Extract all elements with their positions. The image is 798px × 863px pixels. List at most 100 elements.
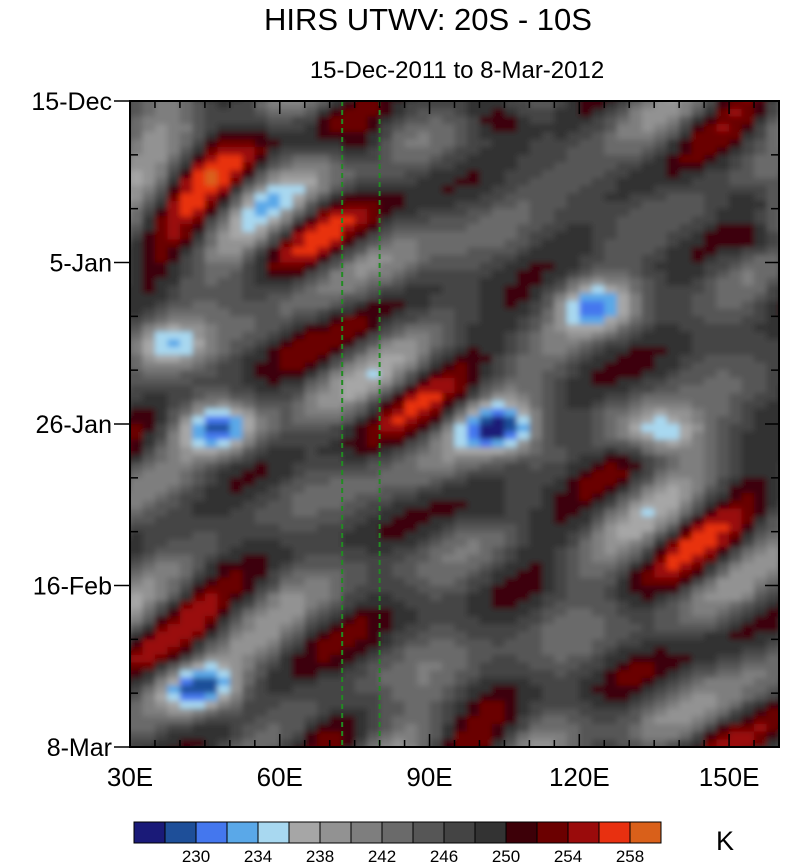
heatmap-cell (279, 470, 294, 479)
heatmap-cell (379, 600, 393, 610)
heatmap-cell (204, 331, 219, 341)
heatmap-cell (379, 470, 393, 479)
heatmap-cell (566, 539, 581, 548)
heatmap-cell (304, 524, 318, 533)
heatmap-cell (417, 516, 431, 525)
heatmap-cell (367, 393, 381, 402)
heatmap-cell (616, 231, 631, 241)
heatmap-cell (142, 224, 156, 233)
heatmap-cell (130, 493, 131, 502)
heatmap-cell (504, 285, 518, 295)
heatmap-cell (379, 624, 393, 633)
heatmap-cell (766, 593, 779, 602)
heatmap-cell (130, 454, 144, 464)
heatmap-cell (716, 231, 730, 241)
heatmap-cell (342, 608, 356, 618)
heatmap-cell (616, 224, 631, 233)
heatmap-cell (392, 654, 406, 664)
heatmap-cell (604, 185, 618, 195)
heatmap-cell (279, 208, 294, 218)
heatmap-cell (679, 116, 693, 125)
heatmap-cell (254, 477, 269, 487)
heatmap-cell (479, 647, 493, 656)
heatmap-cell (554, 493, 568, 502)
heatmap-cell (329, 500, 343, 510)
heatmap-cell (329, 524, 343, 533)
heatmap-cell (354, 608, 368, 618)
heatmap-cell (217, 677, 231, 687)
heatmap-cell (454, 170, 468, 179)
heatmap-cell (254, 170, 269, 179)
heatmap-cell (142, 693, 156, 702)
heatmap-cell (254, 262, 269, 271)
heatmap-cell (392, 639, 406, 648)
heatmap-cell (792, 709, 798, 718)
heatmap-cell (379, 462, 393, 471)
heatmap-cell (242, 639, 256, 648)
heatmap-cell (392, 162, 406, 171)
heatmap-cell (155, 554, 169, 564)
heatmap-cell (342, 247, 356, 256)
heatmap-cell (504, 339, 518, 348)
heatmap-cell (729, 700, 743, 710)
heatmap-cell (641, 531, 655, 541)
heatmap-cell (342, 239, 356, 248)
heatmap-cell (654, 308, 668, 318)
heatmap-cell (654, 755, 667, 764)
heatmap-cell (367, 347, 381, 356)
heatmap-cell (579, 324, 593, 333)
heatmap-cell (516, 600, 531, 610)
heatmap-cell (554, 208, 568, 218)
heatmap-cell (267, 508, 281, 518)
heatmap-cell (516, 316, 531, 325)
heatmap-cell (179, 739, 194, 747)
heatmap-cell (691, 639, 705, 648)
heatmap-cell (591, 739, 606, 747)
heatmap-cell (467, 339, 481, 348)
heatmap-cell (541, 270, 556, 279)
heatmap-cell (429, 593, 443, 602)
heatmap-cell (754, 101, 768, 110)
heatmap-cell (479, 693, 493, 702)
heatmap-cell (641, 324, 655, 333)
heatmap-cell (404, 677, 418, 687)
heatmap-cell (304, 562, 318, 571)
heatmap-cell (342, 254, 356, 264)
heatmap-cell (292, 539, 306, 548)
heatmap-cell (504, 477, 518, 487)
heatmap-cell (516, 554, 531, 564)
heatmap-cell (604, 593, 618, 602)
heatmap-cell (379, 454, 393, 464)
heatmap-cell (254, 354, 269, 364)
heatmap-cell (392, 662, 406, 671)
heatmap-cell (229, 377, 244, 387)
heatmap-cell (442, 354, 456, 364)
heatmap-cell (479, 624, 493, 633)
heatmap-cell (442, 431, 456, 441)
heatmap-cell (229, 447, 244, 456)
heatmap-cell (292, 593, 306, 602)
heatmap-cell (192, 116, 206, 125)
heatmap-cell (155, 700, 169, 710)
heatmap-cell (529, 208, 543, 218)
heatmap-cell (192, 631, 206, 641)
heatmap-cell (741, 193, 755, 202)
heatmap-cell (729, 677, 743, 687)
heatmap-cell (616, 524, 631, 533)
heatmap-cell (192, 693, 206, 702)
heatmap-cell (792, 193, 798, 202)
heatmap-cell (392, 516, 406, 525)
heatmap-cell (741, 254, 755, 264)
heatmap-cell (629, 600, 643, 610)
heatmap-cell (142, 162, 156, 171)
heatmap-cell (254, 239, 269, 248)
heatmap-cell (192, 639, 206, 648)
heatmap-cell (267, 377, 281, 387)
heatmap-cell (504, 654, 518, 664)
heatmap-cell (167, 470, 181, 479)
heatmap-cell (279, 416, 294, 425)
heatmap-cell (354, 439, 368, 448)
heatmap-cell (591, 524, 606, 533)
heatmap-cell (229, 531, 244, 541)
